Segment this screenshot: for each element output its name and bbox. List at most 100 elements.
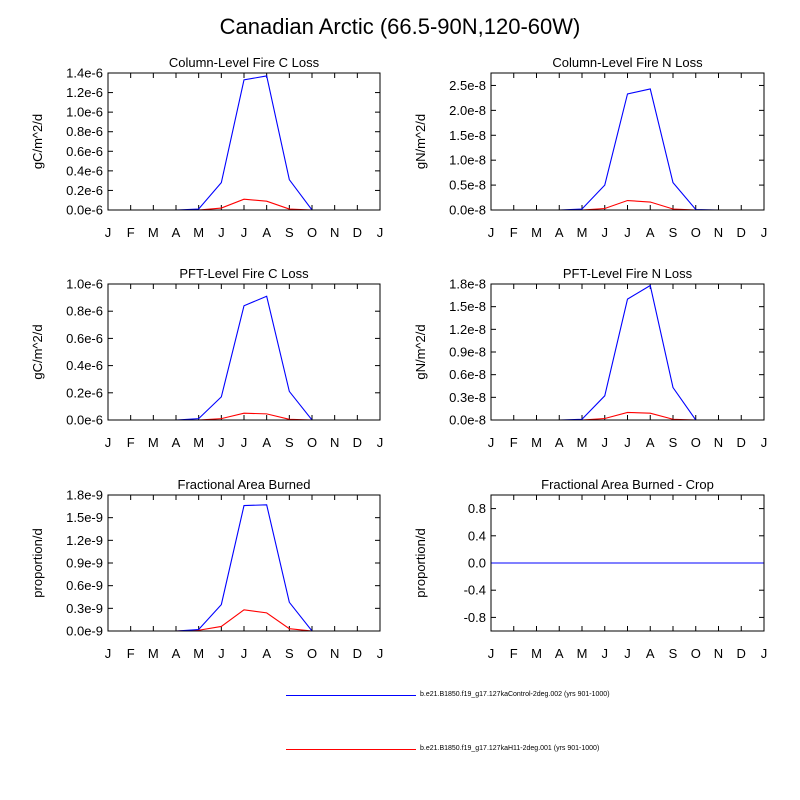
y-tick-label: 0.6e-8	[449, 367, 486, 382]
x-tick-label: M	[148, 435, 159, 450]
x-tick-label: O	[307, 435, 317, 450]
x-tick-label: D	[737, 435, 746, 450]
x-tick-label: J	[602, 646, 609, 661]
x-tick-label: A	[262, 225, 271, 240]
x-tick-label: D	[353, 435, 362, 450]
y-tick-label: 0.4	[468, 528, 486, 543]
y-tick-label: 1.2e-6	[66, 85, 103, 100]
y-axis-label: gC/m^2/d	[30, 324, 45, 379]
x-tick-label: S	[669, 225, 678, 240]
x-tick-label: M	[577, 646, 588, 661]
y-tick-label: 0.0	[468, 556, 486, 571]
y-tick-label: 0.4e-6	[66, 163, 103, 178]
x-tick-label: J	[377, 225, 384, 240]
plot-frame	[107, 283, 381, 421]
panel-title: PFT-Level Fire N Loss	[563, 266, 693, 281]
x-tick-label: A	[172, 435, 181, 450]
y-tick-label: -0.4	[464, 583, 486, 598]
y-tick-label: 0.9e-8	[449, 345, 486, 360]
series-line-control	[108, 295, 380, 421]
panel-title: Column-Level Fire N Loss	[552, 55, 703, 70]
legend-label-experiment: b.e21.B1850.f19_g17.127kaH11-2deg.001 (y…	[420, 745, 600, 752]
x-tick-label: A	[646, 646, 655, 661]
legend-label-control: b.e21.B1850.f19_g17.127kaControl-2deg.00…	[420, 691, 610, 698]
series-line-control	[108, 504, 380, 632]
panel-title: Fractional Area Burned	[178, 477, 311, 492]
y-tick-label: 1.2e-9	[66, 533, 103, 548]
y-tick-label: 0.9e-9	[66, 556, 103, 571]
x-tick-label: J	[218, 435, 225, 450]
x-tick-label: J	[624, 225, 631, 240]
y-axis-label: proportion/d	[413, 528, 428, 597]
y-tick-label: 0.6e-9	[66, 578, 103, 593]
x-tick-label: M	[531, 646, 542, 661]
x-tick-label: A	[172, 646, 181, 661]
y-tick-label: -0.8	[464, 610, 486, 625]
x-tick-label: A	[646, 225, 655, 240]
x-tick-label: J	[218, 225, 225, 240]
x-tick-label: M	[577, 435, 588, 450]
x-tick-label: J	[761, 646, 768, 661]
panel-title: Fractional Area Burned - Crop	[541, 477, 714, 492]
legend-line-experiment	[286, 749, 416, 750]
x-tick-label: J	[624, 435, 631, 450]
x-tick-label: F	[127, 225, 135, 240]
y-tick-label: 0.0e-8	[449, 413, 486, 428]
y-tick-label: 0.0e-6	[66, 203, 103, 218]
x-tick-label: S	[285, 646, 294, 661]
plot-frame	[490, 283, 765, 421]
x-tick-label: S	[669, 435, 678, 450]
y-tick-label: 1.8e-8	[449, 277, 486, 292]
y-tick-label: 1.0e-6	[66, 277, 103, 292]
x-tick-label: J	[488, 435, 495, 450]
x-tick-label: M	[577, 225, 588, 240]
x-tick-label: N	[714, 435, 723, 450]
y-tick-label: 0.5e-8	[449, 178, 486, 193]
x-tick-label: F	[510, 435, 518, 450]
y-tick-label: 0.2e-6	[66, 385, 103, 400]
x-tick-label: D	[353, 646, 362, 661]
x-tick-label: J	[218, 646, 225, 661]
plot-frame	[107, 72, 381, 211]
x-tick-label: D	[737, 225, 746, 240]
series-line-control	[491, 88, 764, 211]
x-tick-label: A	[262, 646, 271, 661]
y-tick-label: 0.4e-6	[66, 358, 103, 373]
x-tick-label: M	[148, 646, 159, 661]
x-tick-label: A	[646, 435, 655, 450]
y-axis-label: gN/m^2/d	[413, 324, 428, 379]
panel-title: Column-Level Fire C Loss	[169, 55, 320, 70]
x-tick-label: J	[488, 225, 495, 240]
x-tick-label: J	[105, 435, 112, 450]
x-tick-label: F	[127, 646, 135, 661]
x-tick-label: J	[602, 225, 609, 240]
y-tick-label: 1.5e-8	[449, 299, 486, 314]
panel-title: PFT-Level Fire C Loss	[179, 266, 309, 281]
x-tick-label: J	[105, 225, 112, 240]
y-tick-label: 0.3e-9	[66, 601, 103, 616]
x-tick-label: M	[193, 435, 204, 450]
x-tick-label: J	[761, 225, 768, 240]
x-tick-label: J	[377, 646, 384, 661]
x-tick-label: N	[714, 225, 723, 240]
plot-frame	[490, 494, 765, 632]
y-tick-label: 1.0e-8	[449, 153, 486, 168]
y-tick-label: 1.8e-9	[66, 488, 103, 503]
x-tick-label: F	[510, 225, 518, 240]
x-tick-label: N	[330, 435, 339, 450]
y-tick-label: 0.8	[468, 501, 486, 516]
y-tick-label: 2.5e-8	[449, 78, 486, 93]
y-tick-label: 1.4e-6	[66, 66, 103, 81]
x-tick-label: S	[285, 225, 294, 240]
x-tick-label: J	[241, 435, 248, 450]
y-axis-label: gC/m^2/d	[30, 114, 45, 169]
x-tick-label: J	[105, 646, 112, 661]
x-tick-label: J	[602, 435, 609, 450]
y-tick-label: 0.0e-8	[449, 203, 486, 218]
y-tick-label: 2.0e-8	[449, 103, 486, 118]
x-tick-label: A	[262, 435, 271, 450]
legend-line-control	[286, 695, 416, 696]
x-tick-label: A	[555, 435, 564, 450]
x-tick-label: J	[241, 225, 248, 240]
